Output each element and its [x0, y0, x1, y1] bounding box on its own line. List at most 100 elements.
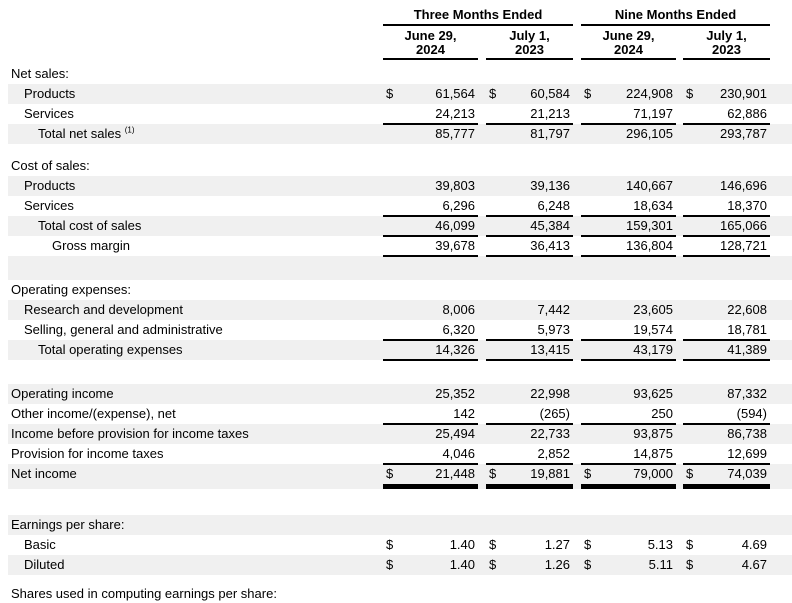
value-cell: 22,608 — [683, 300, 770, 320]
column-gap — [478, 424, 486, 444]
row-research-and-development: Research and development 8,006 7,442 23,605… — [8, 300, 792, 320]
column-gap — [478, 280, 486, 300]
amount: 136,804 — [626, 238, 673, 253]
value-cell: $19,881 — [486, 464, 573, 489]
header-spacer — [8, 6, 383, 26]
value-cell: 7,442 — [486, 300, 573, 320]
header-gap — [676, 26, 683, 60]
amount: 1.40 — [449, 557, 475, 572]
value-cell: 5,973 — [486, 320, 573, 341]
column-gap — [573, 555, 581, 575]
nine-months-ended-header: Nine Months Ended — [581, 6, 770, 26]
amount: 39,136 — [530, 178, 570, 193]
row-operating-income: Operating income 25,352 22,998 93,625 87,332 — [8, 384, 792, 404]
dollar-sign: $ — [489, 537, 497, 552]
amount: 93,875 — [633, 426, 673, 441]
amount: 7,442 — [537, 302, 570, 317]
column-gap — [676, 84, 683, 104]
value-cell: 23,605 — [581, 300, 676, 320]
row-gross-margin: Gross margin 39,678 36,413 136,804 128,721 — [8, 236, 792, 257]
value-cell: 71,197 — [581, 104, 676, 125]
amount: 22,608 — [727, 302, 767, 317]
amount: 140,667 — [626, 178, 673, 193]
value-cell — [581, 156, 676, 176]
value-cell: 39,678 — [383, 236, 478, 257]
column-gap — [573, 464, 581, 489]
header-spacer — [8, 26, 383, 60]
amount: 6,296 — [442, 198, 475, 213]
value-cell: (594) — [683, 404, 770, 425]
dollar-sign: $ — [386, 86, 394, 101]
amount: 18,634 — [633, 198, 673, 213]
dollar-sign: $ — [584, 466, 592, 481]
amount: 45,384 — [530, 218, 570, 233]
value-cell — [581, 515, 676, 535]
column-gap — [573, 216, 581, 237]
row-label: Other income/(expense), net — [11, 406, 176, 421]
column-gap — [478, 124, 486, 144]
value-cell: $21,448 — [383, 464, 478, 489]
amount: 71,197 — [633, 106, 673, 121]
column-gap — [676, 280, 683, 300]
row-label: Diluted — [24, 557, 65, 572]
column-gap — [478, 340, 486, 361]
row-provision-for-income-taxes: Provision for income taxes 4,046 2,852 14,8… — [8, 444, 792, 465]
row-services: Services 24,213 21,213 71,197 62,886 — [8, 104, 792, 125]
amount: 39,803 — [435, 178, 475, 193]
column-gap — [478, 64, 486, 84]
row-selling-general-and-administrative: Selling, general and administrative 6,320… — [8, 320, 792, 341]
value-cell: 6,320 — [383, 320, 478, 341]
value-cell: $60,584 — [486, 84, 573, 104]
col-header-9m-2023: July 1, 2023 — [683, 26, 770, 60]
value-cell: $5.13 — [581, 535, 676, 555]
row-label: Provision for income taxes — [11, 446, 164, 461]
row-label: Research and development — [24, 302, 183, 317]
value-cell: 250 — [581, 404, 676, 425]
col-header-q3-2024: June 29, 2024 — [383, 26, 478, 60]
header-gap — [573, 6, 581, 26]
row-label: Earnings per share: — [11, 517, 125, 532]
column-gap — [676, 300, 683, 320]
amount: 43,179 — [633, 342, 673, 357]
value-cell: 25,494 — [383, 424, 478, 444]
column-gap — [478, 320, 486, 341]
value-cell: 293,787 — [683, 124, 770, 144]
row-services: Services 6,296 6,248 18,634 18,370 — [8, 196, 792, 217]
column-gap — [676, 583, 683, 603]
column-gap — [478, 444, 486, 465]
row-cost-of-sales: Cost of sales: — [8, 156, 792, 176]
value-cell: $4.69 — [683, 535, 770, 555]
row-net-income: Net income $21,448 $19,881 $79,000 $74,039 — [8, 464, 792, 489]
value-cell: 36,413 — [486, 236, 573, 257]
amount: 14,875 — [633, 446, 673, 461]
row-shares-used-in-computing-earnings-per-share: Shares used in computing earnings per sh… — [8, 583, 792, 603]
column-gap — [573, 300, 581, 320]
column-gap — [676, 404, 683, 425]
amount: 12,699 — [727, 446, 767, 461]
value-cell: 85,777 — [383, 124, 478, 144]
amount: 46,099 — [435, 218, 475, 233]
value-cell: 13,415 — [486, 340, 573, 361]
amount: 74,039 — [727, 466, 767, 481]
value-cell: 22,998 — [486, 384, 573, 404]
row-diluted: Diluted $1.40 $1.26 $5.11 $4.67 — [8, 555, 792, 575]
row-label: Operating expenses: — [11, 282, 131, 297]
header-gap — [573, 26, 581, 60]
column-gap — [478, 176, 486, 196]
column-gap — [573, 280, 581, 300]
value-cell: 6,296 — [383, 196, 478, 217]
row-label: Shares used in computing earnings per sh… — [11, 586, 277, 601]
column-gap — [573, 424, 581, 444]
column-gap — [676, 384, 683, 404]
row-basic: Basic $1.40 $1.27 $5.13 $4.69 — [8, 535, 792, 555]
value-cell: $1.27 — [486, 535, 573, 555]
value-cell — [581, 583, 676, 603]
column-gap — [478, 464, 486, 489]
amount: 14,326 — [435, 342, 475, 357]
value-cell: 18,634 — [581, 196, 676, 217]
amount: 6,320 — [442, 322, 475, 337]
footnote-marker: (1) — [124, 125, 135, 135]
dollar-sign: $ — [584, 557, 592, 572]
column-gap — [573, 340, 581, 361]
column-gap — [573, 320, 581, 341]
